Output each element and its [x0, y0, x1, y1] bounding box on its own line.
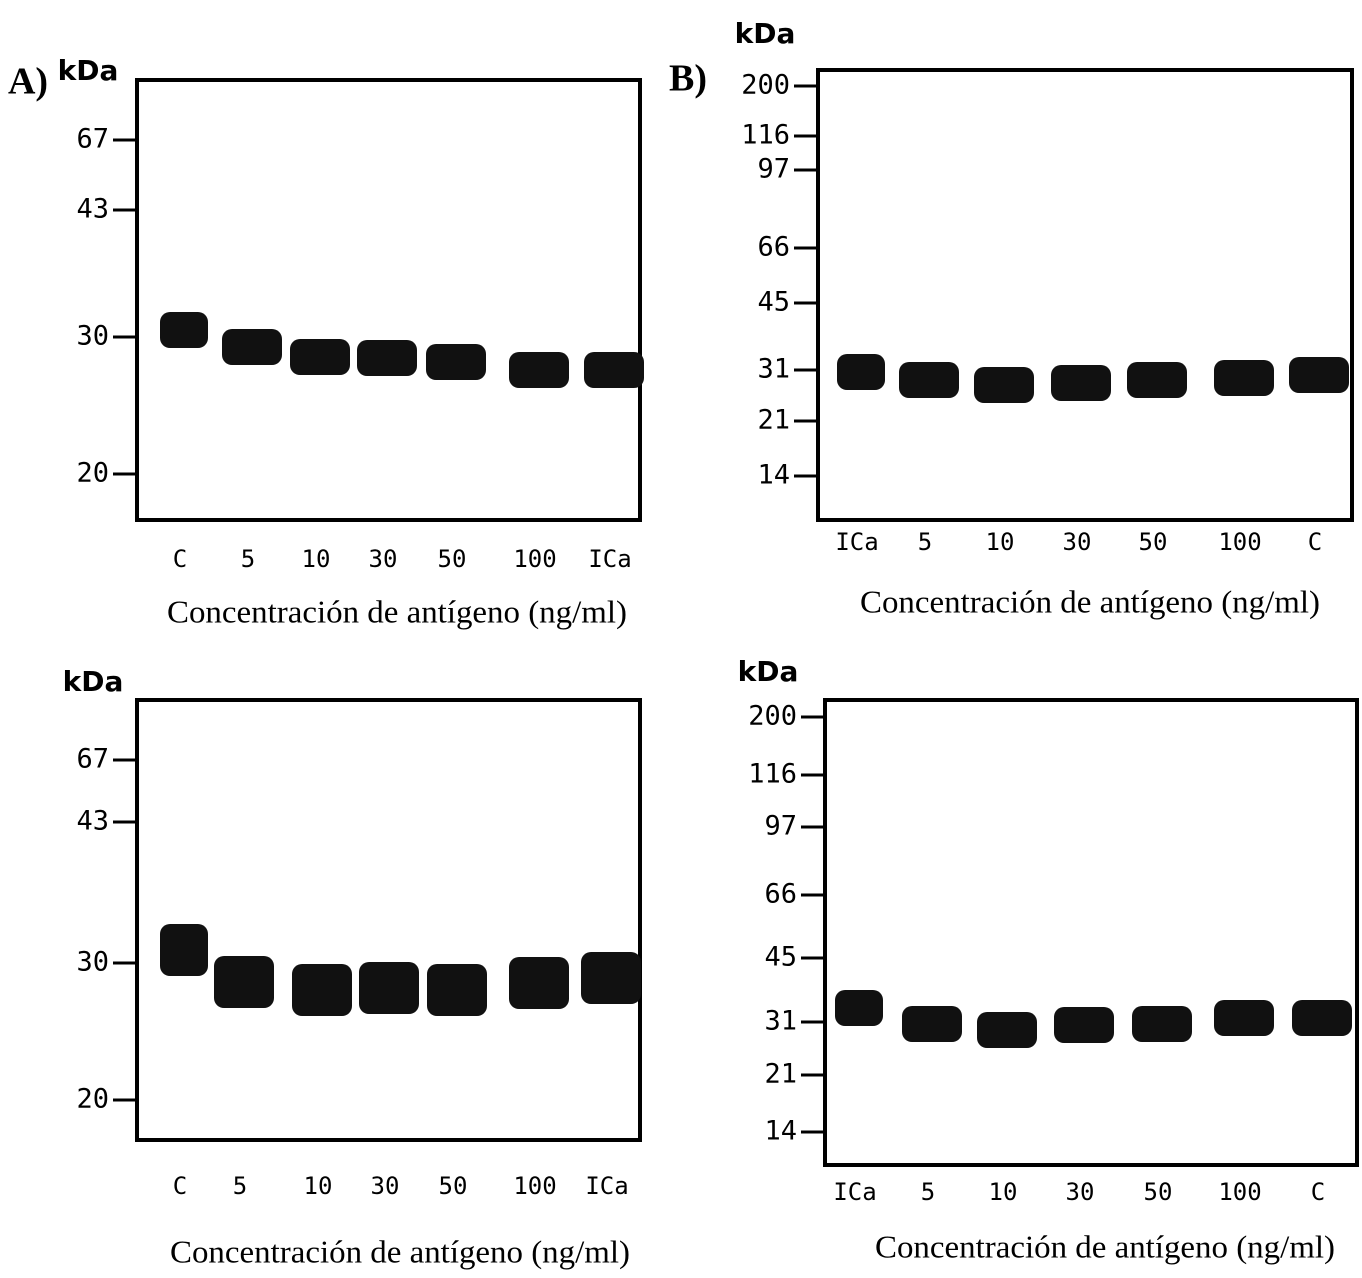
lane-label: 10 [986, 528, 1015, 556]
band [1214, 1000, 1274, 1036]
marker-label: 43 [76, 194, 109, 225]
band [357, 340, 417, 376]
marker-label: 31 [757, 354, 790, 385]
lane-label: 100 [1218, 1178, 1261, 1206]
lane-label: 5 [241, 545, 255, 573]
marker-label: 14 [764, 1116, 797, 1147]
lane-label: ICa [585, 1172, 628, 1200]
band [1289, 357, 1349, 393]
lane-label: 5 [233, 1172, 247, 1200]
band [1051, 365, 1111, 401]
marker-label: 200 [741, 70, 790, 101]
marker-label: 43 [76, 806, 109, 837]
marker-label: 30 [76, 947, 109, 978]
band [292, 964, 352, 1016]
band [160, 312, 208, 348]
band [509, 352, 569, 388]
lane-label: ICa [833, 1178, 876, 1206]
unit-label: kDa [735, 17, 796, 50]
marker-label: 116 [748, 759, 797, 790]
axis-caption: Concentración de antígeno (ng/ml) [170, 1233, 630, 1269]
marker-label: 45 [764, 942, 797, 973]
lane-label: 50 [1144, 1178, 1173, 1206]
lane-label: 100 [513, 545, 556, 573]
band [835, 990, 883, 1026]
band [1132, 1006, 1192, 1042]
band [222, 329, 282, 365]
band [902, 1006, 962, 1042]
marker-label: 21 [757, 405, 790, 436]
marker-label: 97 [757, 154, 790, 185]
lane-label: C [1308, 528, 1322, 556]
lane-label: 10 [302, 545, 331, 573]
lane-label: 30 [369, 545, 398, 573]
gel-frame [823, 698, 1359, 1167]
marker-label: 97 [764, 811, 797, 842]
band [581, 952, 641, 1004]
panel-label: A) [8, 61, 48, 103]
marker-label: 30 [76, 321, 109, 352]
lane-label: ICa [835, 528, 878, 556]
band [974, 367, 1034, 403]
marker-label: 21 [764, 1059, 797, 1090]
unit-label: kDa [63, 665, 124, 698]
lane-label: 5 [918, 528, 932, 556]
marker-label: 20 [76, 458, 109, 489]
marker-label: 20 [76, 1084, 109, 1115]
band [290, 339, 350, 375]
band [1214, 360, 1274, 396]
lane-label: 30 [371, 1172, 400, 1200]
marker-label: 116 [741, 120, 790, 151]
band [977, 1012, 1037, 1048]
lane-label: 30 [1063, 528, 1092, 556]
lane-label: C [173, 1172, 187, 1200]
band [509, 957, 569, 1009]
band [160, 924, 208, 976]
lane-label: 10 [304, 1172, 333, 1200]
axis-caption: Concentración de antígeno (ng/ml) [860, 583, 1320, 619]
lane-label: 50 [1139, 528, 1168, 556]
axis-caption: Concentración de antígeno (ng/ml) [875, 1228, 1335, 1264]
marker-label: 31 [764, 1006, 797, 1037]
unit-label: kDa [738, 655, 799, 688]
lane-label: 50 [439, 1172, 468, 1200]
axis-caption: Concentración de antígeno (ng/ml) [167, 593, 627, 629]
marker-label: 14 [757, 460, 790, 491]
band [1127, 362, 1187, 398]
band [426, 344, 486, 380]
marker-label: 66 [764, 879, 797, 910]
lane-label: ICa [588, 545, 631, 573]
marker-label: 45 [757, 287, 790, 318]
lane-label: C [173, 545, 187, 573]
lane-label: 50 [438, 545, 467, 573]
lane-label: 100 [1218, 528, 1261, 556]
band [899, 362, 959, 398]
lane-label: C [1311, 1178, 1325, 1206]
marker-label: 67 [76, 124, 109, 155]
lane-label: 10 [989, 1178, 1018, 1206]
band [837, 354, 885, 390]
gel-frame [135, 78, 642, 522]
gel-frame [135, 698, 642, 1142]
band [427, 964, 487, 1016]
lane-label: 5 [921, 1178, 935, 1206]
band [584, 352, 644, 388]
panel-label: B) [669, 58, 707, 100]
marker-label: 66 [757, 232, 790, 263]
band [359, 962, 419, 1014]
lane-label: 30 [1066, 1178, 1095, 1206]
band [214, 956, 274, 1008]
band [1054, 1007, 1114, 1043]
unit-label: kDa [58, 54, 119, 87]
lane-label: 100 [513, 1172, 556, 1200]
band [1292, 1000, 1352, 1036]
gel-frame [816, 68, 1354, 522]
marker-label: 200 [748, 701, 797, 732]
marker-label: 67 [76, 744, 109, 775]
